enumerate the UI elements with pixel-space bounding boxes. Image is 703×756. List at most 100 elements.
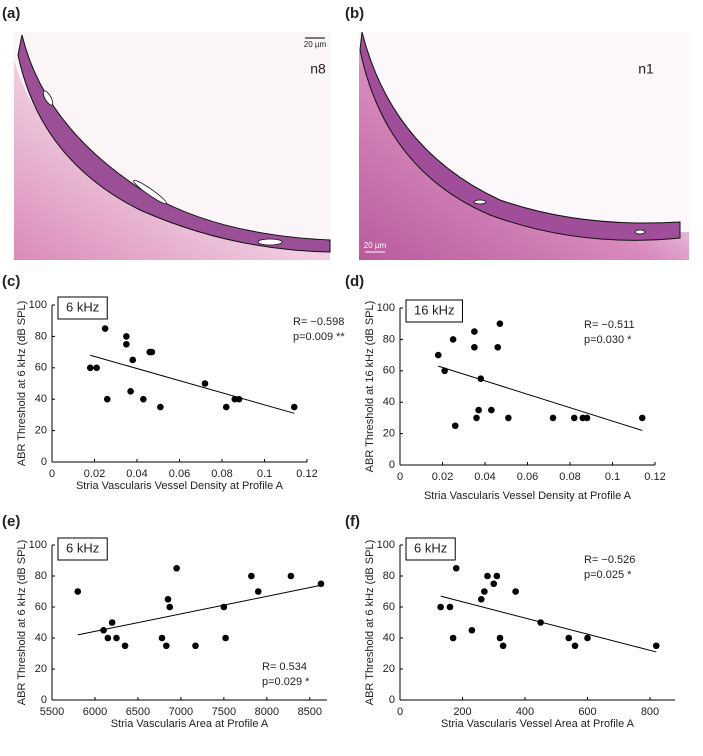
x-axis-label: Stria Vascularis Area at Profile A	[111, 718, 269, 730]
y-tick-label: 20	[35, 663, 47, 675]
scatter-point	[93, 364, 100, 372]
scatter-point	[290, 403, 298, 411]
y-tick-label: 100	[377, 302, 395, 314]
scatter-chart: (e) 0 20 40 60 80 100 5500 6000 6500 7000 7500 8000 8…	[2, 513, 327, 730]
scatter-point	[473, 414, 480, 422]
x-tick-label: 0.1	[605, 471, 620, 483]
scatter-point	[140, 395, 147, 403]
scatter-point	[86, 364, 94, 372]
x-tick-label: 0	[397, 471, 403, 483]
scatter-point	[493, 572, 501, 580]
x-tick-label: 0.12	[296, 468, 317, 480]
y-tick-label: 100	[377, 539, 395, 551]
y-tick-label: 80	[383, 570, 395, 582]
annotation: R= −0.526	[584, 554, 635, 566]
scatter-point	[157, 403, 164, 411]
scatter-point	[113, 634, 120, 642]
y-tick-label: 20	[35, 425, 47, 437]
scatter-point	[201, 380, 209, 387]
fit-line	[77, 584, 322, 636]
scatter-point	[158, 634, 166, 642]
scatter-point	[451, 422, 459, 430]
x-tick-label: 0.04	[126, 468, 147, 480]
tissue	[359, 50, 689, 260]
x-tick-label: 6000	[83, 706, 107, 718]
x-tick-label: 200	[453, 706, 471, 718]
scatter-point	[166, 603, 174, 611]
scatter-chart: (d) 0 20 40 60 80 100 0 0.02 0.04 0.06 0.08 0.1 0.12 S…	[345, 273, 666, 502]
scatter-point	[505, 414, 512, 422]
y-tick-label: 80	[383, 333, 395, 345]
box-frame	[405, 299, 463, 323]
fit-line	[438, 365, 643, 431]
scatter-point	[437, 603, 444, 611]
vessel	[257, 238, 283, 246]
scatter-point	[100, 626, 107, 634]
x-tick-label: 7000	[169, 706, 193, 718]
panel-label: (f)	[345, 513, 360, 530]
scatter-point	[164, 595, 172, 603]
scatter-point	[477, 375, 485, 382]
x-tick-label: 8500	[298, 706, 322, 718]
scale-bar-label: 20 µm	[364, 241, 387, 250]
scatter-point	[475, 406, 482, 414]
x-tick-label: 5500	[40, 706, 64, 718]
scatter-point	[484, 572, 491, 580]
annotation: p=0.025 *	[584, 569, 632, 581]
annotation: p=0.009 **	[293, 331, 345, 343]
scatter-point	[638, 414, 646, 422]
image-label: n8	[310, 61, 326, 77]
stria-band	[359, 31, 681, 241]
scatter-point	[449, 634, 457, 642]
box-label: 6 kHz	[414, 540, 447, 555]
scatter-point	[565, 634, 573, 642]
x-tick-label: 8000	[255, 706, 279, 718]
y-axis-label: ABR Threshold at 6 kHz (dB SPL)	[16, 301, 28, 466]
histology-image-a: 20 µm n8 (a)	[2, 5, 331, 260]
vessel	[634, 229, 646, 235]
scatter-point	[222, 634, 229, 642]
scatter-point	[446, 603, 454, 611]
box-label: 6 kHz	[66, 540, 99, 555]
panel-label: (c)	[2, 273, 20, 290]
vessel	[133, 179, 167, 205]
scatter-point	[499, 642, 507, 650]
y-tick-label: 60	[35, 601, 47, 613]
scatter-chart: (f) 0 20 40 60 80 100 0 200 400 600 800 Stria Vascul…	[345, 513, 675, 730]
annotation: p=0.029 *	[262, 676, 310, 688]
panel-label: (b)	[345, 5, 364, 22]
scatter-point	[173, 564, 180, 572]
scatter-point	[477, 595, 485, 603]
box-frame	[405, 537, 456, 561]
scatter-point	[104, 634, 112, 642]
y-tick-label: 80	[35, 570, 47, 582]
scatter-point	[449, 336, 457, 343]
y-tick-label: 0	[389, 459, 395, 471]
scatter-point	[468, 626, 476, 634]
x-tick-label: 7500	[212, 706, 236, 718]
x-tick-label: 0.08	[559, 471, 580, 483]
scatter-point	[570, 414, 578, 422]
y-tick-label: 20	[383, 428, 395, 440]
x-tick-label: 0	[397, 706, 403, 718]
fit-line	[440, 595, 657, 653]
y-tick-label: 60	[35, 362, 47, 374]
scatter-point	[512, 588, 519, 595]
scatter-point	[537, 619, 544, 626]
x-tick-label: 0.06	[517, 471, 538, 483]
scatter-point	[441, 367, 448, 375]
x-axis-label: Stria Vascularis Vessel Density at Profi…	[424, 490, 632, 502]
y-axis-label: ABR Threshold at 6 kHz (dB SPL)	[364, 540, 376, 705]
scatter-point	[549, 414, 557, 422]
scatter-point	[103, 395, 111, 403]
scatter-point	[652, 642, 660, 650]
x-tick-label: 0.06	[169, 468, 190, 480]
scatter-point	[496, 634, 504, 642]
y-tick-label: 40	[35, 632, 47, 644]
scatter-chart: (c) 0 20 40 60 80 100 0 0.02 0.04 0.06 0.08 0.1 0.12 S…	[2, 273, 345, 492]
y-tick-label: 100	[29, 539, 47, 551]
scatter-point	[584, 634, 591, 642]
tissue	[14, 60, 330, 260]
scatter-point	[235, 395, 243, 403]
